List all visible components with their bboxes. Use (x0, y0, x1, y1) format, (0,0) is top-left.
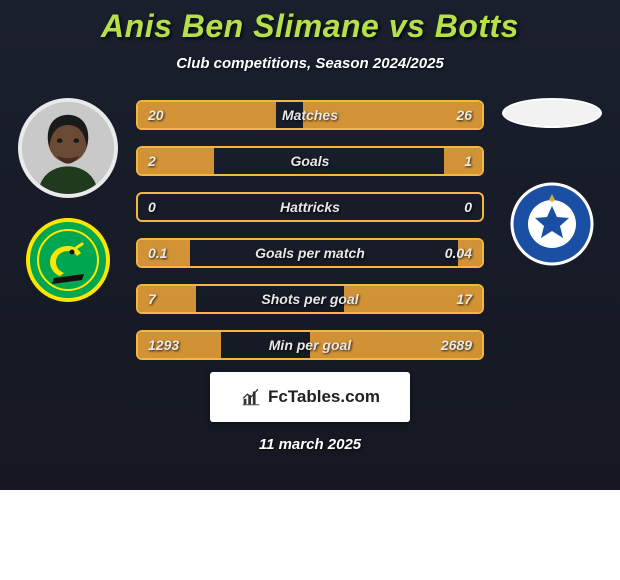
stat-value-right: 1 (422, 153, 482, 169)
stat-label: Min per goal (198, 337, 422, 353)
stat-row: 0Hattricks0 (136, 192, 484, 222)
stat-row: 2Goals1 (136, 146, 484, 176)
stats-table: 20Matches262Goals10Hattricks00.1Goals pe… (128, 90, 492, 360)
player-left-crest (26, 218, 110, 302)
person-icon (22, 102, 114, 194)
stat-value-left: 0 (138, 199, 198, 215)
stat-value-right: 26 (422, 107, 482, 123)
stat-value-left: 7 (138, 291, 198, 307)
stat-value-right: 0.04 (422, 245, 482, 261)
player-right-crest (510, 182, 594, 266)
main-row: 20Matches262Goals10Hattricks00.1Goals pe… (0, 90, 620, 360)
stat-row: 1293Min per goal2689 (136, 330, 484, 360)
stat-row: 0.1Goals per match0.04 (136, 238, 484, 268)
player-right-avatar (502, 98, 602, 128)
right-column (492, 90, 612, 266)
crest-icon (26, 218, 110, 302)
comparison-card: Anis Ben Slimane vs Botts Club competiti… (0, 0, 620, 490)
crest-icon (510, 182, 594, 266)
stat-label: Shots per goal (198, 291, 422, 307)
brand-logo[interactable]: FcTables.com (210, 372, 410, 422)
left-column (8, 90, 128, 302)
player-left-avatar (18, 98, 118, 198)
stat-row: 20Matches26 (136, 100, 484, 130)
stat-row: 7Shots per goal17 (136, 284, 484, 314)
chart-icon (240, 386, 262, 408)
stat-value-right: 0 (422, 199, 482, 215)
stat-label: Hattricks (198, 199, 422, 215)
stat-label: Matches (198, 107, 422, 123)
page-subtitle: Club competitions, Season 2024/2025 (0, 55, 620, 72)
stat-value-right: 2689 (422, 337, 482, 353)
footer-date: 11 march 2025 (0, 436, 620, 453)
stat-label: Goals (198, 153, 422, 169)
stat-value-left: 2 (138, 153, 198, 169)
stat-value-left: 1293 (138, 337, 198, 353)
brand-text: FcTables.com (268, 387, 380, 407)
stat-value-right: 17 (422, 291, 482, 307)
stat-value-left: 0.1 (138, 245, 198, 261)
page-title: Anis Ben Slimane vs Botts (0, 8, 620, 45)
stat-label: Goals per match (198, 245, 422, 261)
stat-value-left: 20 (138, 107, 198, 123)
